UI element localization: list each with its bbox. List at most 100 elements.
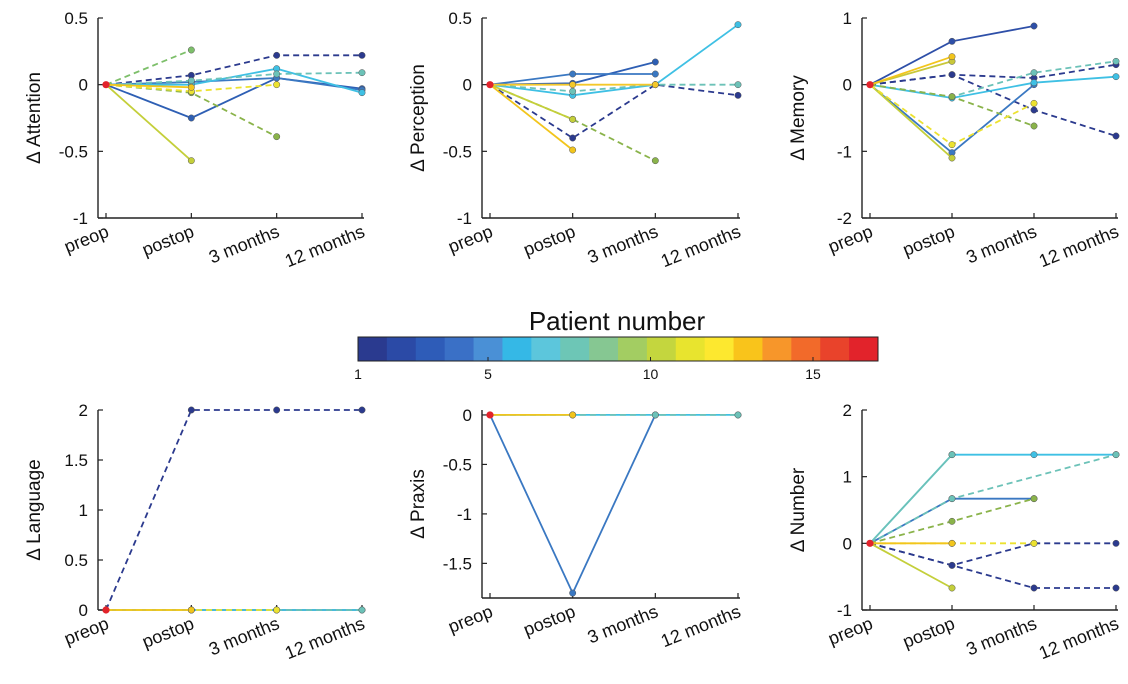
data-point: [1112, 584, 1120, 592]
series-6: [869, 451, 1120, 545]
data-point: [948, 93, 956, 101]
y-axis-label: Δ Praxis: [408, 469, 429, 539]
series-line: [489, 23, 739, 97]
data-point: [948, 584, 956, 592]
x-tick-label: 3 months: [585, 601, 661, 647]
series-1: [869, 542, 1120, 592]
x-tick-label: postop: [521, 221, 579, 260]
data-point: [486, 81, 494, 89]
data-point: [948, 154, 956, 162]
colorbar-cell: [704, 337, 735, 361]
colorbar-cell: [589, 337, 619, 361]
x-tick-label: 3 months: [206, 221, 282, 267]
data-point: [273, 606, 281, 614]
x-tick-label: preop: [445, 601, 495, 637]
data-point: [1112, 73, 1120, 81]
y-tick-label: 0: [463, 406, 472, 425]
data-point: [948, 37, 956, 45]
data-point: [1112, 539, 1120, 547]
colorbar-cell: [762, 337, 792, 361]
colorbar-cell: [386, 337, 417, 361]
data-point: [734, 21, 742, 29]
series-3: [489, 70, 659, 86]
series-6: [105, 46, 195, 86]
series-1: [489, 411, 659, 597]
data-point: [651, 81, 659, 89]
colorbar-tick-label: 15: [805, 366, 821, 382]
y-tick-label: -0.5: [443, 142, 472, 161]
data-point: [948, 561, 956, 569]
series-line: [105, 49, 192, 86]
data-point: [569, 115, 577, 123]
y-tick-label: 2: [843, 401, 852, 420]
series-11: [869, 53, 956, 86]
data-point: [1030, 69, 1038, 77]
series-line: [489, 83, 738, 93]
series-8: [489, 83, 577, 154]
y-tick-label: -0.5: [59, 142, 88, 161]
series-10: [870, 539, 956, 547]
data-point: [486, 411, 494, 419]
data-point: [187, 77, 195, 85]
x-tick-label: 3 months: [206, 613, 282, 659]
x-tick-label: 12 months: [282, 613, 367, 663]
series-9: [869, 83, 1038, 149]
y-tick-label: 1: [843, 9, 852, 28]
y-tick-label: -1.5: [443, 554, 472, 573]
colorbar-title: Patient number: [529, 306, 706, 336]
series-line: [105, 84, 192, 162]
data-point: [358, 606, 366, 614]
data-point: [734, 411, 742, 419]
y-axis-label: Δ Number: [788, 467, 809, 552]
data-point: [273, 81, 281, 89]
colorbar-cell: [560, 337, 590, 361]
colorbar-cell: [820, 337, 850, 361]
data-point: [569, 411, 577, 419]
data-point: [1112, 57, 1120, 65]
colorbar-ticks: 1 5 10 15: [354, 357, 821, 382]
data-point: [1030, 539, 1038, 547]
data-point: [187, 83, 195, 91]
x-tick-label: postop: [900, 613, 958, 652]
colorbar-tick-label: 1: [354, 366, 362, 382]
colorbar-tick-label: 5: [484, 366, 492, 382]
y-tick-label: 1: [843, 468, 852, 487]
y-tick-label: 0.5: [448, 9, 472, 28]
series-8: [869, 542, 956, 592]
series-line: [869, 454, 953, 544]
data-point: [734, 91, 742, 99]
series-10: [105, 83, 195, 91]
series-4: [490, 411, 577, 419]
x-tick-label: postop: [900, 221, 958, 260]
y-tick-label: -1: [837, 601, 852, 620]
data-point: [651, 58, 659, 66]
data-point: [358, 89, 366, 97]
data-point: [569, 589, 577, 597]
colorbar-cell: [358, 337, 388, 361]
x-tick-label: 12 months: [282, 221, 367, 271]
data-point: [187, 46, 195, 54]
x-tick-label: postop: [139, 613, 197, 652]
data-point: [569, 134, 577, 142]
series-line: [105, 83, 192, 89]
colorbar: Patient number 1 5 10 15: [354, 306, 879, 382]
x-tick-label: 3 months: [963, 613, 1039, 659]
series-line: [489, 83, 739, 140]
colorbar-cell: [675, 337, 706, 361]
series-4: [489, 21, 742, 99]
series-1: [105, 406, 366, 611]
y-axis-label: Δ Perception: [408, 64, 429, 172]
x-tick-label: 12 months: [1036, 221, 1121, 271]
y-tick-label: -1: [457, 505, 472, 524]
data-point: [273, 406, 281, 414]
data-point: [569, 87, 577, 95]
data-point: [1030, 79, 1038, 87]
data-point: [1030, 584, 1038, 592]
data-point: [948, 71, 956, 79]
data-point: [1030, 451, 1038, 459]
data-point: [651, 411, 659, 419]
